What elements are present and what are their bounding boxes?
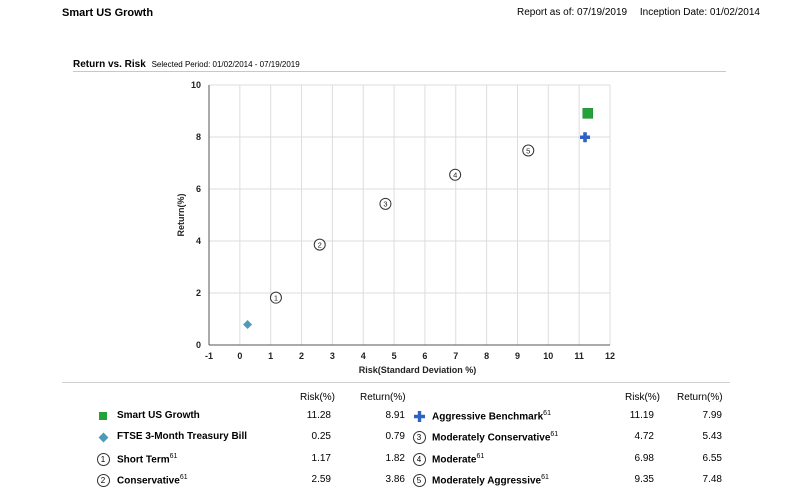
point-label-5: 5 [526,146,530,155]
legend-label: Moderate61 [432,453,485,466]
point-label-2: 2 [318,240,322,249]
point-ftse-tbill [243,319,253,329]
x-tick-label: 11 [574,351,584,361]
point-portfolio-4 [449,168,462,181]
x-tick-label: 5 [392,351,397,361]
section-divider [73,71,726,72]
legend-return-value: 5.43 [702,431,722,442]
y-tick-label: 10 [191,80,201,90]
legend-label: Conservative61 [117,474,188,487]
legend-label: Short Term61 [117,453,178,466]
report-as-of: Report as of: 07/19/2019 [517,7,628,18]
circle-5-icon: 5 [412,473,426,487]
x-tick-label: 3 [330,351,335,361]
section-title: Return vs. Risk Selected Period: 01/02/2… [73,59,300,70]
y-axis-title: Return(%) [176,194,186,237]
legend-risk-value: 11.28 [306,410,331,421]
legend-label: Aggressive Benchmark61 [432,410,551,423]
point-portfolio-5 [522,144,535,157]
circle-3-icon: 3 [412,430,426,444]
legend-label: Moderately Conservative61 [432,431,559,444]
legend-return-value: 6.55 [702,453,722,464]
teal-diamond-icon [96,430,110,444]
legend-return-value: 1.82 [385,453,405,464]
section-title-text: Return vs. Risk [73,59,146,70]
legend-risk-value: 2.59 [311,474,331,485]
x-tick-label: 9 [515,351,520,361]
green-square-icon [96,409,110,423]
circle-4-icon: 4 [412,452,426,466]
x-tick-label: 12 [605,351,615,361]
point-smart-us-growth [582,108,594,119]
legend-risk-value: 0.25 [311,431,331,442]
y-tick-label: 2 [196,288,201,298]
legend-label: Smart US Growth [117,410,200,421]
point-aggressive-benchmark [580,132,591,143]
selected-period: Selected Period: 01/02/2014 - 07/19/2019 [151,60,300,69]
x-tick-label: 1 [268,351,273,361]
legend-left-return-header: Return(%) [360,392,406,403]
x-tick-label: 4 [361,351,366,361]
x-tick-label: 10 [543,351,553,361]
legend-return-value: 3.86 [385,474,405,485]
y-tick-label: 0 [196,340,201,350]
point-label-1: 1 [274,293,278,302]
blue-cross-icon [412,409,426,423]
legend-risk-value: 4.72 [634,431,654,442]
fund-title: Smart US Growth [62,7,154,19]
point-label-3: 3 [383,200,387,209]
y-tick-label: 6 [196,184,201,194]
point-portfolio-3 [379,197,392,210]
point-portfolio-2 [313,238,326,251]
x-axis-title: Risk(Standard Deviation %) [359,365,477,375]
y-tick-label: 8 [196,132,201,142]
circle-1-icon: 1 [96,452,110,466]
legend-left-risk-header: Risk(%) [300,392,335,403]
x-tick-label: -1 [205,351,213,361]
y-tick-label: 4 [196,236,201,246]
legend-right-return-header: Return(%) [677,392,723,403]
legend-risk-value: 11.19 [629,410,654,421]
legend-return-value: 0.79 [385,431,405,442]
inception-date: Inception Date: 01/02/2014 [639,7,760,18]
legend-label: Moderately Aggressive61 [432,474,549,487]
point-portfolio-1 [269,291,282,304]
circle-2-icon: 2 [96,473,110,487]
x-tick-label: 2 [299,351,304,361]
legend-return-value: 7.48 [702,474,722,485]
report-info: Report as of: 07/19/2019 Inception Date:… [517,7,770,18]
legend-return-value: 8.91 [385,410,405,421]
legend-label: FTSE 3-Month Treasury Bill [117,431,248,442]
legend-divider [62,382,730,383]
point-label-4: 4 [453,171,457,180]
legend-risk-value: 1.17 [311,453,331,464]
legend-risk-value: 9.35 [634,474,654,485]
plot-area [209,85,610,345]
legend-return-value: 7.99 [702,410,722,421]
legend-right-risk-header: Risk(%) [625,392,660,403]
x-tick-label: 8 [484,351,489,361]
x-tick-label: 7 [453,351,458,361]
x-tick-label: 0 [237,351,242,361]
legend-risk-value: 6.98 [634,453,654,464]
x-tick-label: 6 [422,351,427,361]
